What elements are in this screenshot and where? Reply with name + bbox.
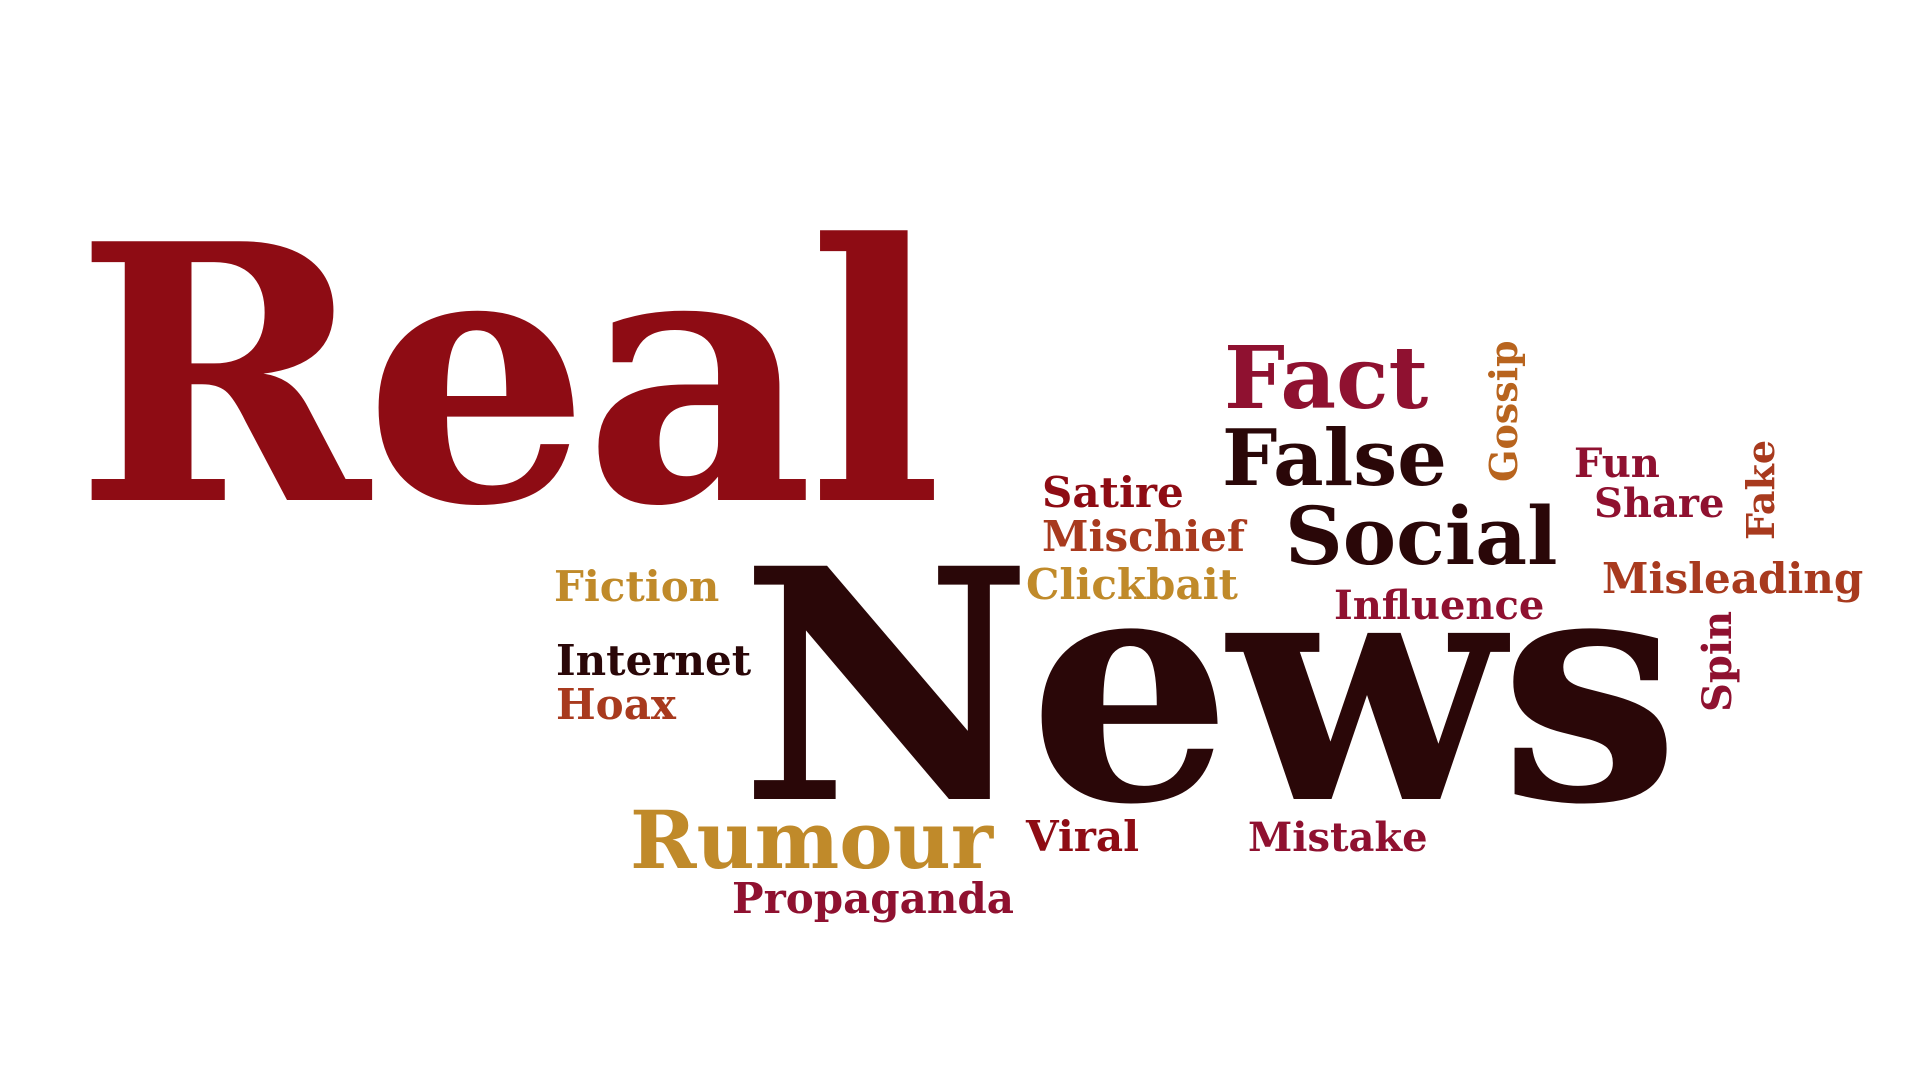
word-social: Social [1285, 489, 1558, 583]
word-share: Share [1594, 480, 1725, 527]
word-fact: Fact [1224, 328, 1429, 429]
word-gossip: Gossip [1481, 340, 1526, 482]
word-misleading: Misleading [1602, 554, 1864, 603]
word-fun: Fun [1574, 440, 1660, 487]
word-rumour: Rumour [630, 793, 993, 887]
word-propaganda: Propaganda [732, 874, 1015, 923]
word-false: False [1222, 413, 1447, 504]
word-mischief: Mischief [1042, 512, 1245, 561]
word-clickbait: Clickbait [1026, 560, 1238, 609]
word-fake: Fake [1738, 439, 1783, 540]
word-news: News [740, 500, 1680, 875]
word-spin: Spin [1694, 610, 1741, 712]
word-real: Real [75, 167, 943, 584]
word-influence: Influence [1334, 582, 1545, 629]
word-internet: Internet [556, 636, 752, 685]
word-fiction: Fiction [554, 562, 720, 611]
word-viral: Viral [1026, 812, 1140, 861]
word-hoax: Hoax [556, 680, 676, 729]
word-satire: Satire [1042, 468, 1184, 517]
word-mistake: Mistake [1248, 814, 1428, 861]
